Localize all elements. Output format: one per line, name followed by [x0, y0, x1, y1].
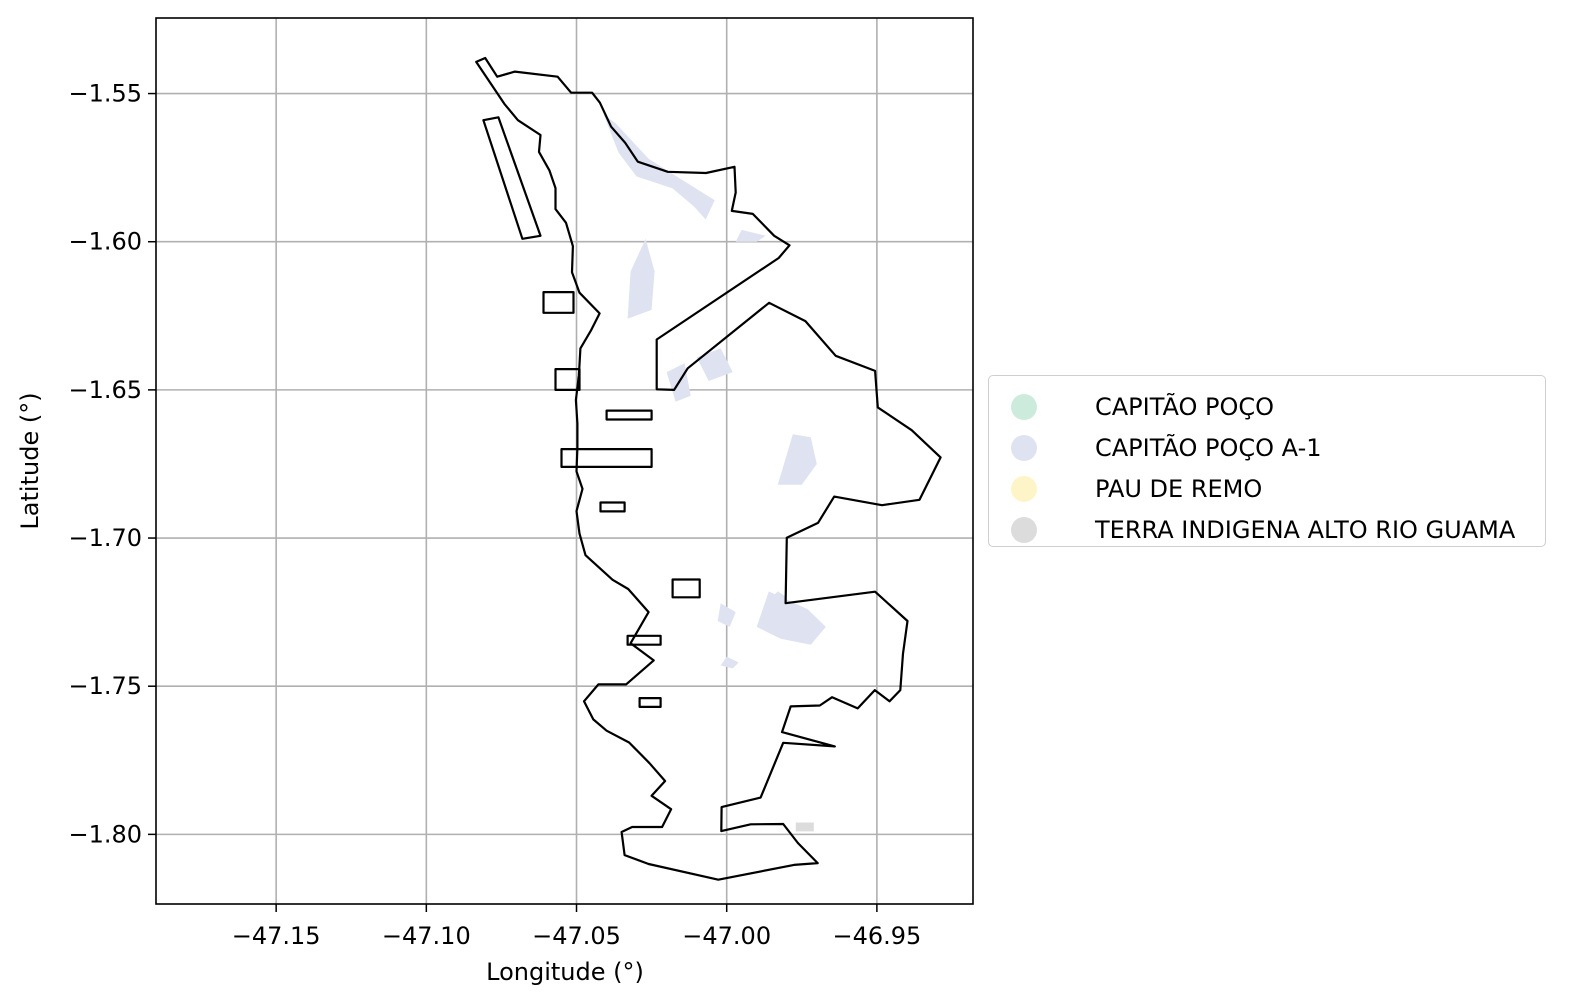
legend-marker-pau-de-remo [1011, 475, 1037, 502]
inner-boundary [560, 448, 653, 468]
inner-boundary [626, 634, 662, 646]
shaded-area [627, 238, 655, 319]
x-tick-label: −47.10 [382, 922, 471, 950]
inner-boundary [542, 291, 575, 314]
y-tick-label: −1.55 [68, 80, 142, 108]
legend-label: CAPITÃO POÇO A-1 [1095, 433, 1322, 462]
inner-boundary [554, 368, 581, 391]
y-tick-label: −1.60 [68, 228, 142, 256]
x-tick-label: −47.15 [232, 922, 321, 950]
legend-item: TERRA INDIGENA ALTO RIO GUAMA [989, 509, 1545, 550]
legend-marker-terra-indigena [1011, 516, 1037, 543]
x-tick-label: −47.05 [532, 922, 621, 950]
x-tick-label: −47.00 [682, 922, 771, 950]
shaded-area [777, 434, 817, 485]
shaded-area [603, 114, 715, 220]
shaded-area [735, 229, 766, 242]
shaded-area [768, 591, 787, 607]
shaded-areas [603, 114, 826, 832]
inner-boundary [638, 696, 662, 709]
legend-label: TERRA INDIGENA ALTO RIO GUAMA [1095, 515, 1516, 544]
y-tick-label: −1.80 [68, 820, 142, 848]
y-tick-label: −1.70 [68, 524, 142, 552]
inner-boundary [671, 578, 701, 599]
legend-item: PAU DE REMO [989, 468, 1545, 509]
shaded-area [795, 822, 814, 832]
y-tick-label: −1.75 [68, 672, 142, 700]
boundary-outline [475, 56, 942, 881]
shaded-area [696, 348, 733, 381]
axis-ticks: −47.15 −47.10 −47.05 −47.00 −46.95 −1.55 −1.60… [68, 80, 921, 950]
legend-marker-capitao-poco [1011, 393, 1037, 420]
y-tick-label: −1.65 [68, 376, 142, 404]
shaded-area [720, 656, 739, 669]
plot-frame [155, 17, 974, 905]
y-axis-label: Latitude (°) [16, 392, 44, 529]
x-axis-label: Longitude (°) [486, 958, 644, 986]
shaded-area [756, 591, 826, 645]
grid-lines [156, 18, 973, 904]
legend-item: CAPITÃO POÇO [989, 386, 1545, 427]
legend: CAPITÃO POÇO CAPITÃO POÇO A-1 PAU DE REM… [988, 375, 1546, 547]
inner-boundary [605, 409, 653, 421]
legend-marker-capitao-poco-a1 [1011, 434, 1037, 461]
x-tick-label: −46.95 [832, 922, 921, 950]
inner-boundary [599, 501, 626, 513]
boundary-polygon [475, 56, 942, 881]
legend-label: CAPITÃO POÇO [1095, 392, 1275, 421]
legend-label: PAU DE REMO [1095, 474, 1263, 503]
legend-item: CAPITÃO POÇO A-1 [989, 427, 1545, 468]
shaded-area [717, 603, 736, 627]
inner-boundary [482, 116, 542, 240]
